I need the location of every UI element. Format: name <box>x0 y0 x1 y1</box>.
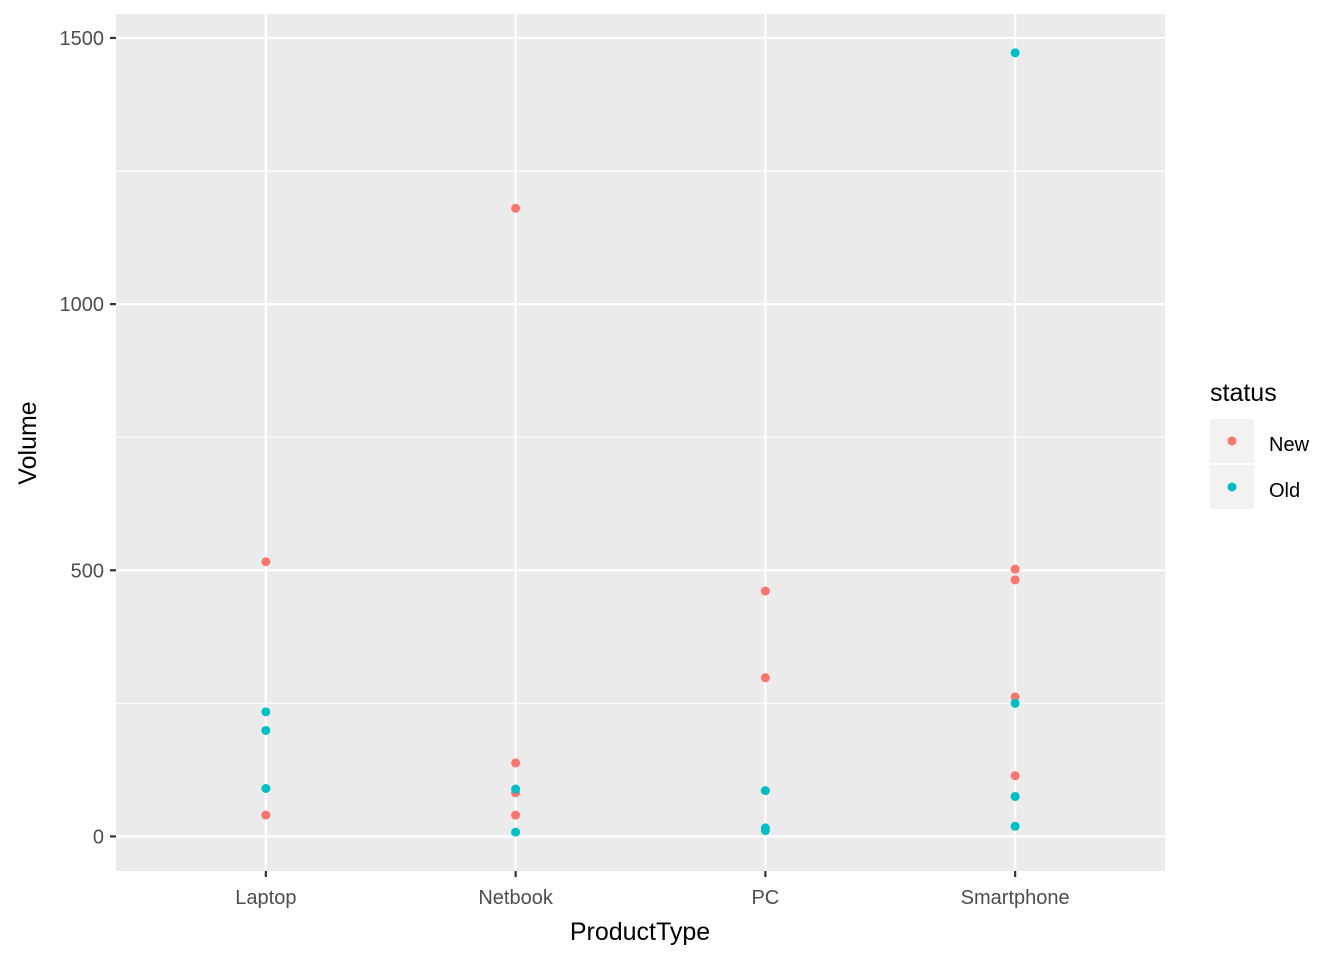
data-point-new <box>261 810 271 820</box>
x-axis-title: ProductType <box>570 918 710 946</box>
x-tick-label: Laptop <box>235 887 296 909</box>
data-point-new <box>1010 575 1020 585</box>
data-point-new <box>760 673 770 683</box>
y-tick-label: 1500 <box>60 28 105 50</box>
data-point-new <box>1010 771 1020 781</box>
data-point-old <box>511 827 521 837</box>
data-point-old <box>1010 791 1020 801</box>
data-points <box>261 48 1020 837</box>
data-point-old <box>1010 48 1020 58</box>
data-point-old <box>261 783 271 793</box>
legend: status New Old <box>1210 379 1310 509</box>
data-point-old <box>261 707 271 717</box>
legend-swatch-old <box>1227 482 1237 492</box>
y-tick-label: 0 <box>93 826 104 848</box>
data-point-old <box>261 725 271 735</box>
y-axis-title: Volume <box>14 401 42 484</box>
x-tick-label: Smartphone <box>961 887 1070 909</box>
data-point-new <box>261 557 271 567</box>
legend-title: status <box>1210 379 1277 407</box>
data-point-old <box>1010 698 1020 708</box>
major-gridlines <box>116 14 1165 871</box>
data-point-old <box>511 784 521 794</box>
x-tick-label: PC <box>751 887 779 909</box>
data-point-new <box>511 810 521 820</box>
x-axis: Laptop Netbook PC Smartphone <box>235 871 1070 909</box>
legend-label-old: Old <box>1269 480 1300 502</box>
data-point-old <box>760 826 770 836</box>
y-tick-label: 500 <box>71 560 104 582</box>
data-point-new <box>1010 692 1020 702</box>
x-tick-label: Netbook <box>478 887 553 909</box>
y-tick-label: 1000 <box>60 294 105 316</box>
legend-label-new: New <box>1269 434 1310 456</box>
data-point-new <box>511 203 521 213</box>
data-point-old <box>1010 821 1020 831</box>
data-point-new <box>760 586 770 596</box>
data-point-new <box>511 758 521 768</box>
legend-swatch-new <box>1227 436 1237 446</box>
data-point-new <box>1010 564 1020 574</box>
y-axis: 0 500 1000 1500 <box>60 28 116 848</box>
data-point-old <box>760 786 770 796</box>
minor-gridlines <box>116 170 1165 704</box>
plot-panel <box>116 14 1165 871</box>
